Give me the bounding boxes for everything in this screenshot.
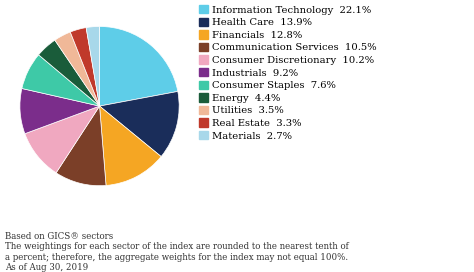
Wedge shape	[56, 106, 106, 186]
Wedge shape	[22, 55, 100, 106]
Wedge shape	[55, 32, 100, 106]
Wedge shape	[100, 91, 179, 157]
Wedge shape	[100, 106, 161, 186]
Legend: Information Technology  22.1%, Health Care  13.9%, Financials  12.8%, Communicat: Information Technology 22.1%, Health Car…	[200, 5, 377, 141]
Wedge shape	[25, 106, 100, 173]
Wedge shape	[20, 88, 100, 134]
Text: Based on GICS® sectors
The weightings for each sector of the index are rounded t: Based on GICS® sectors The weightings fo…	[5, 232, 348, 272]
Wedge shape	[70, 27, 100, 106]
Wedge shape	[86, 26, 100, 106]
Wedge shape	[100, 26, 178, 106]
Wedge shape	[38, 40, 100, 106]
